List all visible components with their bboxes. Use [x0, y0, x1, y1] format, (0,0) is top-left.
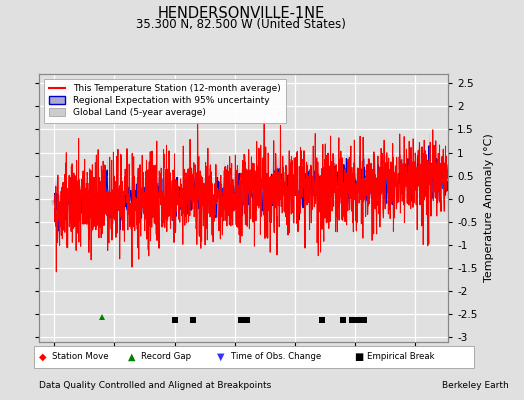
Y-axis label: Temperature Anomaly (°C): Temperature Anomaly (°C): [484, 134, 494, 282]
Text: ◆: ◆: [39, 352, 47, 362]
Text: Time of Obs. Change: Time of Obs. Change: [231, 352, 321, 361]
Text: ▼: ▼: [217, 352, 225, 362]
Text: Berkeley Earth: Berkeley Earth: [442, 381, 508, 390]
Text: Record Gap: Record Gap: [141, 352, 192, 361]
Text: HENDERSONVILLE-1NE: HENDERSONVILLE-1NE: [157, 6, 325, 21]
Text: 35.300 N, 82.500 W (United States): 35.300 N, 82.500 W (United States): [136, 18, 346, 31]
Text: ▲: ▲: [128, 352, 136, 362]
Text: Empirical Break: Empirical Break: [367, 352, 434, 361]
Text: Data Quality Controlled and Aligned at Breakpoints: Data Quality Controlled and Aligned at B…: [39, 381, 271, 390]
Legend: This Temperature Station (12-month average), Regional Expectation with 95% uncer: This Temperature Station (12-month avera…: [44, 78, 286, 123]
Text: Station Move: Station Move: [52, 352, 109, 361]
Text: ■: ■: [354, 352, 363, 362]
